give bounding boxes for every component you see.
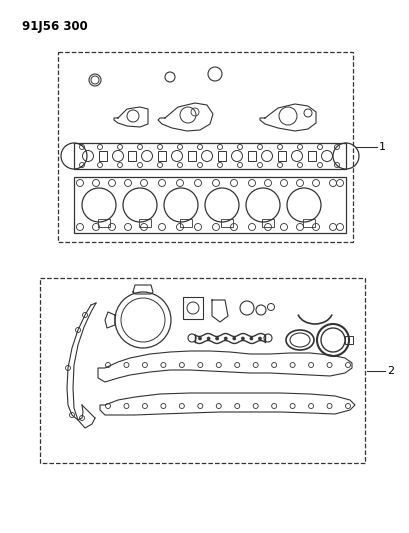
Bar: [74, 177, 345, 233]
Bar: [220, 219, 232, 227]
Bar: [128, 151, 136, 161]
Bar: [247, 151, 255, 161]
Bar: [40, 278, 364, 463]
Circle shape: [224, 337, 227, 340]
Circle shape: [258, 337, 261, 340]
Bar: [218, 151, 225, 161]
Text: 91J56 300: 91J56 300: [22, 20, 88, 33]
Bar: [180, 219, 191, 227]
Bar: [139, 219, 151, 227]
Circle shape: [241, 337, 244, 340]
Bar: [188, 151, 196, 161]
Circle shape: [249, 337, 252, 340]
Bar: [277, 151, 285, 161]
Bar: [58, 52, 352, 242]
Bar: [344, 336, 352, 344]
Bar: [157, 151, 166, 161]
Text: 2: 2: [386, 366, 393, 376]
Circle shape: [198, 337, 201, 340]
Bar: [74, 143, 345, 169]
Bar: [261, 219, 273, 227]
Bar: [302, 219, 314, 227]
Circle shape: [215, 337, 218, 340]
Bar: [182, 297, 202, 319]
Circle shape: [232, 337, 235, 340]
Text: 1: 1: [378, 142, 385, 152]
Bar: [307, 151, 315, 161]
Bar: [99, 151, 107, 161]
Circle shape: [207, 337, 209, 340]
Bar: [98, 219, 110, 227]
